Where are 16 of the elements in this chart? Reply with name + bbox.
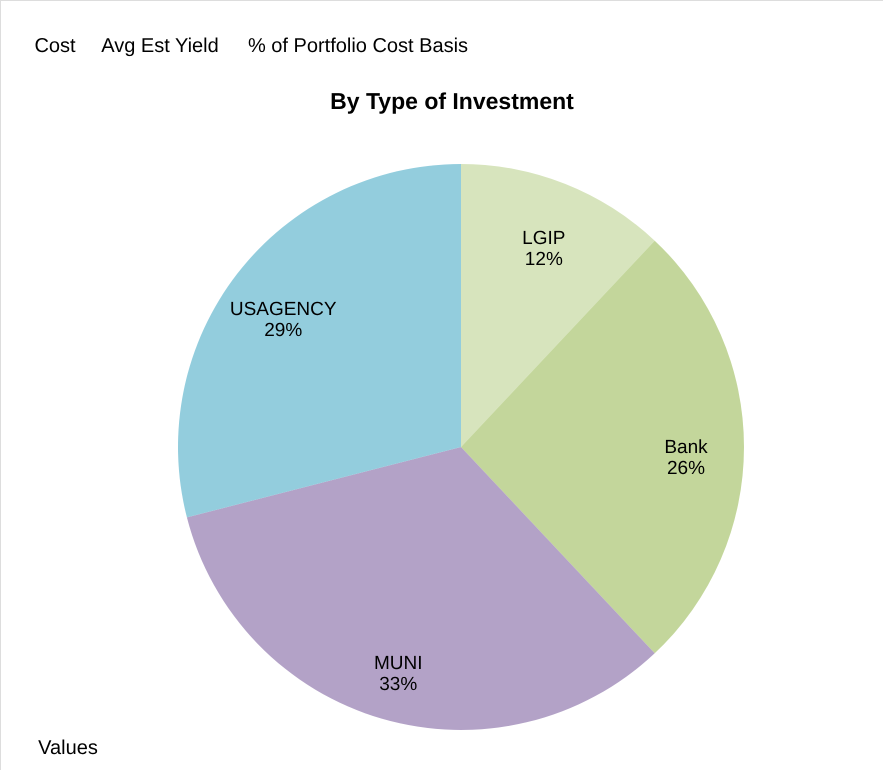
pie-slice (186, 447, 655, 730)
text: Values (38, 737, 98, 759)
text: % of Portfolio Cost Basis (248, 35, 468, 57)
slice-label: MUNI (374, 653, 423, 674)
text: Cost (34, 35, 76, 57)
chart-title: By Type of Investment (330, 88, 574, 114)
data-label: 33% (379, 674, 418, 696)
text: Avg Est Yield (101, 35, 219, 57)
pie-slice (178, 164, 461, 518)
data-label: 29% (264, 320, 302, 342)
slice-label: LGIP (522, 228, 566, 249)
slice-label: Bank (664, 437, 708, 458)
data-label: 12% (524, 248, 563, 270)
pie-slice (461, 164, 655, 447)
slice-label: USAGENCY (230, 299, 337, 320)
data-label: 26% (666, 458, 706, 479)
